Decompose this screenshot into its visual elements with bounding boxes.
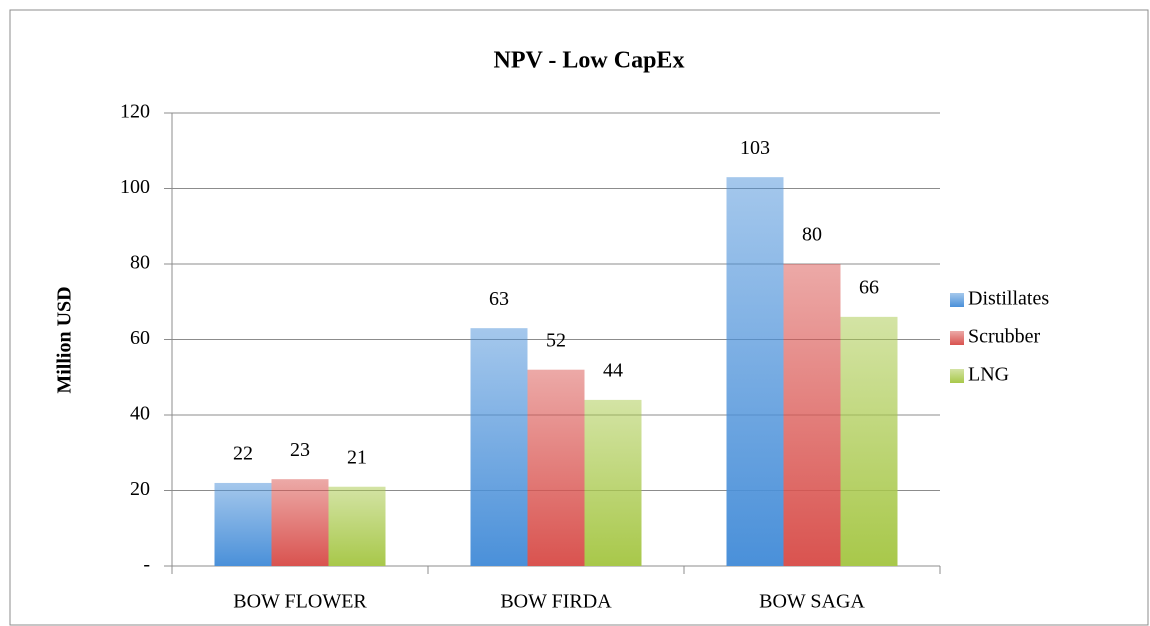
chart-title: NPV - Low CapEx [494, 48, 685, 74]
y-tick-label: - [143, 554, 150, 576]
legend-label: Distillates [968, 288, 1049, 310]
y-tick-label: 80 [130, 252, 150, 274]
legend-label: LNG [968, 364, 1009, 386]
legend-swatch [950, 369, 964, 383]
x-tick-label: BOW FLOWER [233, 591, 367, 613]
y-tick-label: 120 [120, 101, 150, 123]
bar [470, 328, 528, 566]
bar [214, 482, 272, 566]
data-label: 22 [233, 443, 253, 465]
legend-swatch [950, 331, 964, 345]
data-label: 80 [802, 224, 822, 246]
y-axis-label: Million USD [54, 286, 76, 393]
bar [527, 369, 585, 566]
data-label: 63 [489, 288, 509, 310]
bar [783, 264, 841, 566]
legend-label: Scrubber [968, 326, 1041, 348]
y-tick-label: 100 [120, 176, 150, 198]
y-tick-label: 20 [130, 478, 150, 500]
data-label: 21 [347, 446, 367, 468]
x-tick-label: BOW FIRDA [500, 591, 612, 613]
data-label: 23 [290, 439, 310, 461]
legend-swatch [950, 293, 964, 307]
y-tick-label: 40 [130, 403, 150, 425]
x-tick-label: BOW SAGA [759, 591, 865, 613]
data-label: 103 [740, 137, 770, 159]
data-label: 52 [546, 329, 566, 351]
bar [271, 479, 329, 566]
y-tick-label: 60 [130, 327, 150, 349]
data-label: 66 [859, 276, 879, 298]
bar [726, 177, 784, 567]
bar [840, 316, 898, 566]
data-label: 44 [603, 359, 623, 381]
bar [328, 486, 386, 566]
bar [584, 399, 642, 566]
